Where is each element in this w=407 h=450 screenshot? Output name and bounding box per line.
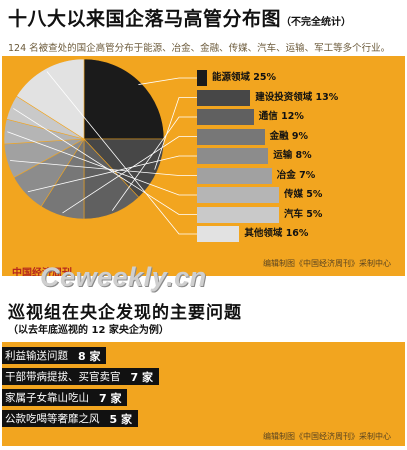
pie-slice	[83, 58, 165, 140]
legend-item: 金融 9%	[197, 128, 314, 145]
leader-line	[7, 131, 197, 196]
legend-label: 运输 8%	[268, 148, 317, 164]
legend-swatch	[197, 187, 279, 203]
intro-text: 124 名被查处的国企高管分布于能源、冶金、金融、传媒、汽车、运输、军工等多个行…	[8, 43, 391, 54]
leader-line	[10, 160, 197, 176]
leader-line	[13, 108, 197, 215]
leader-line	[138, 77, 197, 85]
leader-line	[46, 71, 197, 235]
legend-label: 金融 9%	[264, 128, 314, 145]
issues-title: 巡视组在央企发现的主要问题	[8, 303, 242, 323]
legend-item: 汽车 5%	[197, 206, 328, 223]
chart-panel: 能源领域 25% 建设投资领域 13% 通信 12% 金融 9% 运输 8% 冶金 7% 传…	[2, 56, 405, 276]
legend-item: 建设投资领域 13%	[197, 89, 344, 106]
issue-row: 利益输送问题 8 家	[2, 347, 107, 364]
pie-slice	[16, 58, 85, 140]
legend-swatch	[197, 109, 254, 125]
issue-count: 8 家	[78, 349, 101, 363]
leader-line	[62, 136, 197, 214]
brand-band: Ceweekly.cn	[0, 262, 407, 296]
leader-line	[27, 155, 197, 193]
issue-label: 家属子女靠山吃山	[5, 392, 89, 404]
legend-swatch	[197, 206, 279, 223]
pie-chart	[3, 58, 197, 235]
page-title: 十八大以来国企落马高管分布图（不完全统计）	[8, 4, 351, 31]
issue-row: 公款吃喝等奢靡之风 5 家	[2, 410, 138, 427]
pie-slice	[83, 138, 165, 198]
title-note: （不完全统计）	[281, 17, 352, 28]
legend-label: 其他领域 16%	[239, 226, 314, 242]
issues-credit: 编辑制图《中国经济周刊》采制中心	[263, 432, 391, 441]
legend-item: 传媒 5%	[197, 187, 328, 203]
legend-item: 冶金 7%	[197, 167, 321, 184]
legend-item: 通信 12%	[197, 109, 309, 125]
legend-label: 建设投资领域 13%	[250, 89, 344, 106]
brand-logo: Ceweekly.cn	[40, 262, 207, 292]
legend-swatch	[197, 128, 265, 145]
issue-count: 7 家	[99, 391, 122, 405]
legend-label: 冶金 7%	[271, 167, 321, 184]
legend-label: 通信 12%	[253, 109, 309, 125]
legend-swatch	[197, 167, 272, 184]
legend-item: 能源领域 25%	[197, 70, 282, 86]
issue-label: 利益输送问题	[5, 350, 68, 362]
legend-label: 能源领域 25%	[207, 70, 282, 86]
legend-swatch	[197, 148, 269, 164]
issue-count: 5 家	[109, 412, 132, 426]
publication-watermark: 中国经济周刊	[12, 268, 72, 276]
legend-swatch	[197, 89, 251, 106]
issue-label: 干部带病提拔、买官卖官	[5, 371, 121, 383]
legend-item: 其他领域 16%	[197, 226, 314, 242]
legend-label: 汽车 5%	[279, 206, 328, 223]
issues-subtitle: （以去年底巡视的 12 家央企为例）	[8, 325, 169, 336]
chart-credit: 编辑制图《中国经济周刊》采制中心	[263, 259, 391, 268]
legend-item: 运输 8%	[197, 148, 317, 164]
title-text: 十八大以来国企落马高管分布图	[8, 8, 282, 30]
issue-row: 家属子女靠山吃山 7 家	[2, 389, 128, 406]
issues-panel: 利益输送问题 8 家干部带病提拔、买官卖官 7 家家属子女靠山吃山 7 家公款吃喝等奢…	[2, 342, 405, 446]
leader-line	[154, 97, 197, 170]
legend-swatch	[197, 70, 207, 86]
issue-row: 干部带病提拔、买官卖官 7 家	[2, 368, 159, 385]
legend-label: 传媒 5%	[279, 187, 328, 203]
issue-label: 公款吃喝等奢靡之风	[5, 413, 100, 425]
issue-count: 7 家	[130, 370, 153, 384]
pie-slice	[83, 138, 140, 220]
legend-swatch	[197, 226, 240, 242]
